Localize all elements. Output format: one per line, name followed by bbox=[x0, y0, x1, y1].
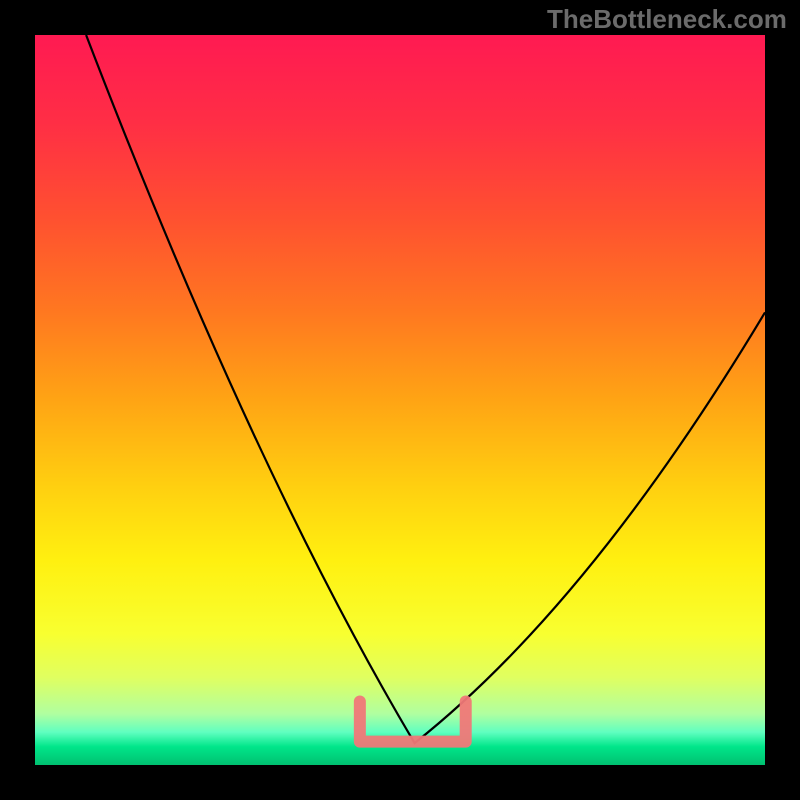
watermark-text: TheBottleneck.com bbox=[547, 4, 787, 35]
plot-area bbox=[35, 35, 765, 765]
bottleneck-chart-svg bbox=[35, 35, 765, 765]
gradient-background bbox=[35, 35, 765, 765]
chart-frame: TheBottleneck.com bbox=[0, 0, 800, 800]
